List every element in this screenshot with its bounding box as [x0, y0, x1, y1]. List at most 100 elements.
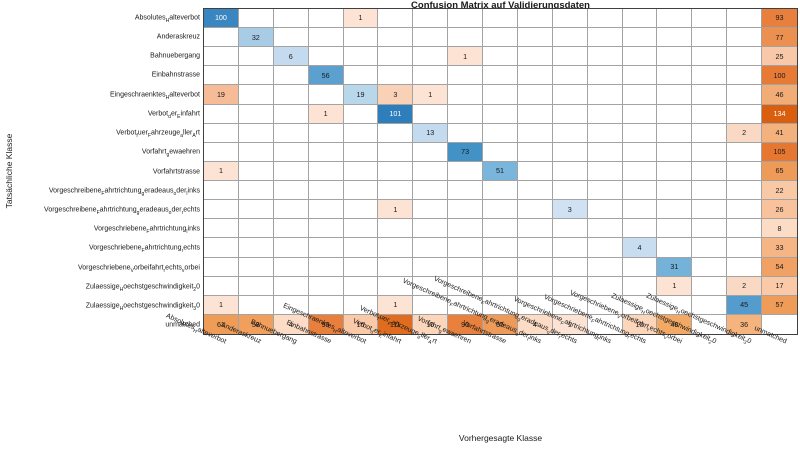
y-axis-title: Tatsächliche Klasse [4, 133, 14, 209]
subscript-char: l [186, 229, 188, 236]
matrix-cell [343, 257, 379, 277]
heatmap-grid: 100 1 93 32 77 6 1 25 56 100 19 19 3 1 46 1 101 134 13 2 41 7… [203, 8, 798, 335]
matrix-cell [238, 66, 274, 86]
subscript-char: r [181, 209, 184, 216]
matrix-cell [552, 123, 588, 143]
subscript-char: H [119, 286, 124, 293]
matrix-cell [343, 276, 379, 296]
matrix-cell [657, 181, 693, 201]
matrix-cell [343, 219, 379, 239]
matrix-cell [378, 181, 414, 201]
matrix-cell [692, 161, 728, 182]
subscript-char: F [147, 132, 151, 139]
matrix-cell [727, 66, 763, 86]
matrix-cell [343, 47, 379, 67]
matrix-cell: 93 [308, 314, 344, 334]
matrix-cell [657, 238, 693, 258]
matrix-cell [517, 257, 553, 277]
matrix-cell [622, 276, 658, 296]
matrix-cell [657, 28, 693, 48]
matrix-cell [343, 142, 379, 162]
subscript-char: H [165, 94, 170, 101]
y-tick-label: VerbotfuerFahrzeugeallerArt [116, 129, 200, 139]
subscript-char: o [173, 190, 177, 197]
matrix-cell: 6 [273, 47, 309, 67]
matrix-cell [238, 85, 274, 105]
matrix-cell [343, 181, 379, 201]
matrix-cell [483, 276, 518, 296]
subscript-char: l [596, 336, 600, 343]
matrix-cell [552, 47, 588, 67]
matrix-cell [448, 161, 484, 182]
matrix-cell [517, 66, 553, 86]
matrix-cell [308, 181, 344, 201]
matrix-cell [622, 219, 658, 239]
matrix-cell [483, 123, 518, 143]
matrix-cell: 58 [238, 314, 274, 334]
matrix-cell: 105 [762, 142, 797, 162]
matrix-cell: 4 [517, 314, 553, 334]
matrix-cell [552, 238, 588, 258]
matrix-cell [552, 85, 588, 105]
matrix-cell: 19 [343, 85, 379, 105]
matrix-cell [587, 295, 623, 315]
matrix-cell [657, 123, 693, 143]
matrix-cell [552, 161, 588, 182]
matrix-cell: 1 [343, 9, 379, 29]
matrix-cell [413, 9, 449, 29]
matrix-cell [517, 123, 553, 143]
matrix-cell [273, 9, 309, 29]
subscript-char: V [130, 267, 134, 274]
matrix-cell [483, 200, 518, 220]
matrix-cell [308, 257, 344, 277]
matrix-cell [448, 238, 484, 258]
matrix-cell: 51 [483, 161, 518, 182]
matrix-cell [378, 161, 414, 182]
matrix-cell [413, 47, 449, 67]
matrix-cell [657, 161, 693, 182]
matrix-cell [378, 257, 414, 277]
matrix-cell [238, 161, 274, 182]
matrix-cell: 101 [378, 104, 414, 124]
subscript-char: o [168, 209, 172, 216]
matrix-cell [308, 238, 344, 258]
matrix-cell [413, 142, 449, 162]
matrix-cell: 4 [622, 238, 658, 258]
matrix-cell [587, 104, 623, 124]
matrix-cell [727, 161, 763, 182]
matrix-cell [622, 66, 658, 86]
matrix-cell [378, 123, 414, 143]
subscript-char: f [136, 132, 138, 139]
matrix-cell [657, 9, 693, 29]
matrix-cell [413, 276, 449, 296]
matrix-cell [727, 219, 763, 239]
matrix-cell [692, 219, 728, 239]
matrix-cell [273, 123, 309, 143]
matrix-cell [587, 161, 623, 182]
matrix-cell: 54 [762, 257, 797, 277]
matrix-cell [483, 142, 518, 162]
matrix-cell [448, 295, 484, 315]
matrix-cell [343, 161, 379, 182]
matrix-cell [552, 142, 588, 162]
subscript-char: l [526, 336, 530, 343]
matrix-cell: 8 [762, 219, 797, 239]
matrix-cell [727, 200, 763, 220]
matrix-cell [273, 200, 309, 220]
matrix-cell [448, 28, 484, 48]
matrix-cell [692, 181, 728, 201]
matrix-cell: 61 [204, 314, 239, 334]
matrix-cell [552, 181, 588, 201]
matrix-cell [552, 295, 588, 315]
matrix-cell [308, 142, 344, 162]
matrix-cell [308, 47, 344, 67]
matrix-cell [692, 200, 728, 220]
matrix-cell [483, 28, 518, 48]
matrix-cell [343, 28, 379, 48]
matrix-cell [343, 66, 379, 86]
matrix-cell [587, 47, 623, 67]
matrix-cell: 32 [238, 28, 274, 48]
matrix-cell [692, 257, 728, 277]
matrix-cell [238, 200, 274, 220]
matrix-cell [378, 28, 414, 48]
